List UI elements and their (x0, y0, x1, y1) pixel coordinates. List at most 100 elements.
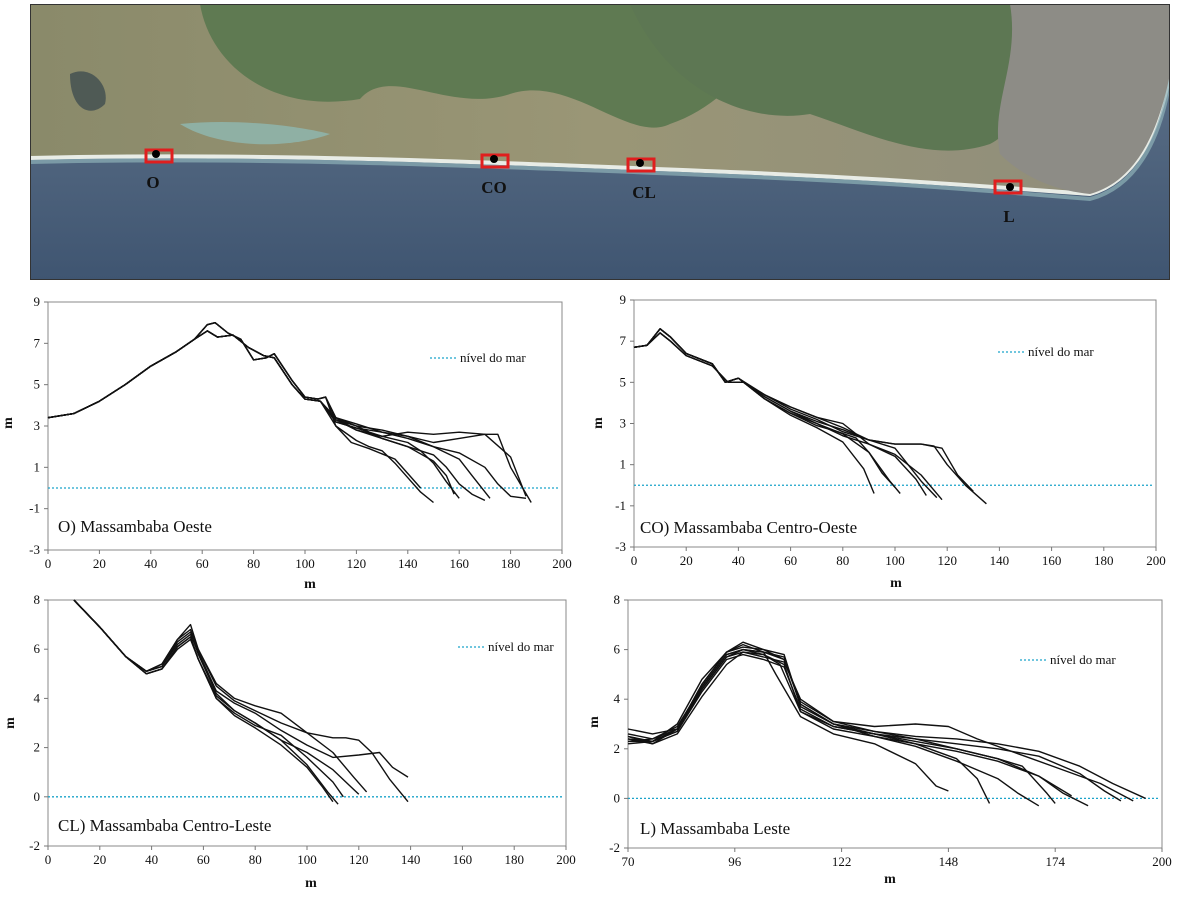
x-tick-label: 60 (196, 556, 209, 571)
legend: nível do mar (458, 639, 554, 654)
x-tick-label: 200 (556, 852, 576, 867)
profile-line-8 (627, 651, 991, 804)
y-tick-label: 8 (614, 592, 621, 607)
lagoon (180, 122, 330, 145)
x-tick-label: 140 (398, 556, 418, 571)
legend: nível do mar (998, 344, 1094, 359)
site-marker-cl: CL (626, 157, 656, 202)
site-marker-co: CO (480, 153, 510, 197)
y-axis-label: m (590, 716, 602, 728)
y-tick-label: 5 (34, 377, 41, 392)
panel-label: CO) Massambaba Centro-Oeste (640, 518, 857, 537)
legend-label: nível do mar (460, 350, 526, 365)
x-tick-label: 200 (552, 556, 572, 571)
y-tick-label: -2 (29, 838, 40, 853)
site-box (626, 157, 656, 173)
profile-chart-oeste: 0 20 40 60 80 100 120 140 160 180 200 -3 -1 1 3 5 7 9 m m ní… (1, 294, 572, 592)
y-tick-label: 8 (34, 592, 41, 607)
x-tick-label: 80 (249, 852, 262, 867)
site-label: L (1003, 207, 1014, 226)
x-tick-label: 100 (885, 553, 905, 568)
x-tick-label: 122 (832, 854, 852, 869)
profile-chart-centro-oeste: 0 20 40 60 80 100 120 140 160 180 200 -3 -1 1 3 5 7 9 m m ní… (591, 292, 1166, 591)
site-box (993, 179, 1023, 195)
sea (30, 74, 1170, 280)
y-tick-label: -3 (29, 542, 40, 557)
y-tick-label: 4 (34, 690, 41, 705)
x-tick-label: 20 (93, 852, 106, 867)
frame (30, 4, 1170, 280)
y-tick-label: 2 (614, 741, 621, 756)
x-tick-label: 140 (401, 852, 421, 867)
x-tick-label: 0 (631, 553, 638, 568)
x-tick-label: 160 (449, 556, 469, 571)
x-tick-label: 70 (622, 854, 635, 869)
lagoon (200, 4, 790, 128)
profile-line-8 (633, 328, 974, 492)
profile-line-4 (627, 643, 949, 792)
site-marker-l: L (993, 179, 1023, 226)
x-tick-label: 180 (504, 852, 524, 867)
site-label: CO (481, 178, 507, 197)
x-tick-label: 100 (295, 556, 315, 571)
site-box (144, 148, 174, 164)
lagoon (630, 4, 1030, 151)
x-tick-label: 20 (93, 556, 106, 571)
x-tick-label: 174 (1045, 854, 1065, 869)
y-tick-label: 3 (34, 418, 41, 433)
site-label: O (146, 173, 159, 192)
lagoon (70, 71, 106, 111)
y-axis-label: m (1, 417, 16, 429)
satellite-map: O CO CL L (30, 4, 1170, 280)
x-tick-label: 180 (501, 556, 521, 571)
y-tick-label: 0 (34, 789, 41, 804)
plot-area (627, 599, 1163, 849)
x-tick-label: 100 (297, 852, 317, 867)
y-tick-label: 6 (614, 642, 621, 657)
plot-area (633, 299, 1157, 548)
plot-area (47, 301, 563, 551)
profile-line-6 (627, 653, 1089, 807)
site-marker-o: O (144, 148, 174, 192)
x-axis-label: m (305, 876, 317, 891)
y-tick-label: 3 (620, 416, 627, 431)
y-tick-label: -3 (615, 539, 626, 554)
site-point (490, 155, 498, 163)
y-tick-label: -1 (29, 501, 40, 516)
y-tick-label: -2 (609, 840, 620, 855)
legend-label: nível do mar (488, 639, 554, 654)
y-tick-label: 6 (34, 641, 41, 656)
x-tick-label: 40 (732, 553, 745, 568)
profile-line-6 (73, 599, 368, 793)
profile-line-9 (627, 648, 1122, 802)
y-axis-label: m (3, 717, 18, 729)
y-tick-label: 4 (614, 691, 621, 706)
y-tick-label: 9 (620, 292, 627, 307)
legend: nível do mar (430, 350, 526, 365)
x-tick-label: 96 (728, 854, 742, 869)
panel-label: L) Massambaba Leste (640, 819, 790, 838)
x-tick-label: 0 (45, 556, 52, 571)
y-tick-label: -1 (615, 498, 626, 513)
site-point (152, 150, 160, 158)
site-label: CL (632, 183, 656, 202)
x-tick-label: 180 (1094, 553, 1114, 568)
y-tick-label: 7 (620, 333, 627, 348)
x-tick-label: 160 (1042, 553, 1062, 568)
y-tick-label: 0 (614, 790, 621, 805)
y-tick-label: 2 (34, 740, 41, 755)
site-box (480, 153, 510, 169)
x-tick-label: 140 (990, 553, 1010, 568)
x-tick-label: 0 (45, 852, 52, 867)
x-tick-label: 148 (939, 854, 959, 869)
y-tick-label: 1 (620, 457, 627, 472)
y-tick-label: 1 (34, 459, 41, 474)
profile-chart-centro-leste: 0 20 40 60 80 100 120 140 160 180 200 -2 0 2 4 6 8 m m níve… (3, 592, 576, 891)
x-tick-label: 120 (347, 556, 367, 571)
x-tick-label: 200 (1152, 854, 1172, 869)
x-tick-label: 20 (680, 553, 693, 568)
x-tick-label: 60 (784, 553, 797, 568)
x-axis-label: m (890, 576, 902, 591)
x-tick-label: 40 (145, 852, 158, 867)
profile-line-7 (73, 599, 334, 803)
